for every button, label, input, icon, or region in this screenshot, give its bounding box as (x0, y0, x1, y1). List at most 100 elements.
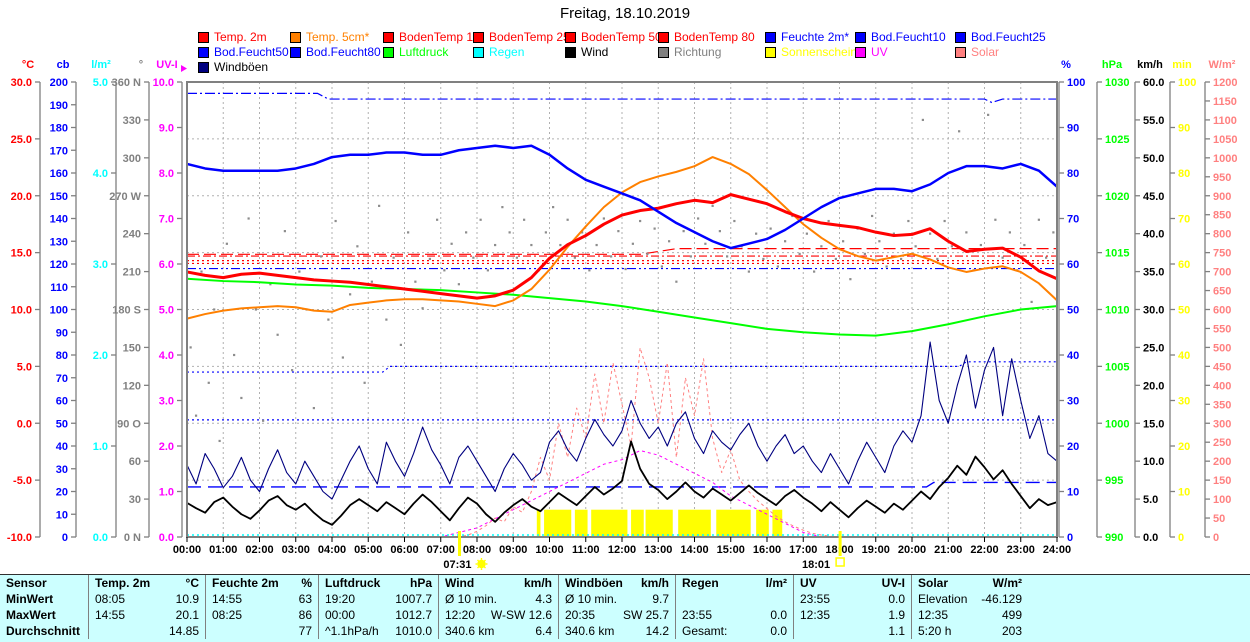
direction-dot (784, 240, 787, 243)
axis-tick-label: 1030 (1105, 77, 1129, 89)
direction-dot (871, 214, 874, 218)
direction-dot (269, 283, 272, 286)
axis-tick-label: 30 (129, 494, 141, 506)
direction-dot (1023, 243, 1026, 247)
direction-dot (1037, 218, 1040, 221)
table-cell-temp-2m-maxwert: 14:55 20.1 (88, 607, 205, 623)
axis-unit-label: cb (57, 59, 70, 71)
legend-label: BodenTemp 25 (489, 30, 570, 44)
direction-dot (566, 218, 569, 221)
direction-dot (421, 307, 424, 310)
direction-dot (1045, 256, 1048, 259)
axis-tick-label: 0 (1178, 532, 1184, 544)
legend-label: Solar (971, 45, 1000, 59)
direction-dot (965, 231, 968, 234)
x-tick-label: 22:00 (970, 544, 998, 556)
sunshine-bar (645, 509, 673, 537)
axis-tick-label: 30 (1067, 396, 1079, 408)
x-tick-label: 12:00 (608, 544, 636, 556)
legend-swatch-icon (855, 46, 866, 58)
cell-value: W/m² (992, 576, 1022, 590)
x-tick-label: 15:00 (717, 544, 745, 556)
direction-dot (486, 269, 489, 272)
axis-tick-label: 550 (1213, 323, 1231, 335)
axis-min: 0 10 20 30 40 50 60 70 80 90 100 min (1169, 59, 1196, 544)
axis-tick-label: 5.0 (159, 305, 174, 317)
axis-tick-label: 20.0 (11, 191, 32, 203)
axis-tick-label: 1000 (1213, 153, 1237, 165)
direction-dot (573, 256, 576, 259)
table-cell-uv-durchschnitt: 1.1 (793, 623, 911, 639)
direction-dot (327, 318, 330, 321)
direction-dot (762, 257, 765, 261)
cell-text: Temp. 2m (95, 576, 151, 590)
legend-swatch-icon (198, 61, 209, 73)
axis-tick-label: 170 (50, 145, 68, 157)
direction-dot (385, 318, 388, 321)
axis-tick-label: 180 (50, 123, 68, 135)
cell-text: 14:55 (212, 592, 243, 606)
legend-swatch-icon (383, 46, 394, 58)
direction-dot (668, 240, 671, 243)
table-cell-windb-en-maxwert: 20:35 SW 25.7 (558, 607, 675, 623)
axis-tick-label: 25.0 (11, 134, 32, 146)
ref-line-wind-mittel (187, 481, 1057, 488)
cell-text: 00:00 (325, 608, 356, 622)
series-feuchte-2m (186, 144, 1058, 250)
direction-dot (660, 265, 663, 268)
axis-tick-label: 950 (1213, 172, 1231, 184)
axis-tick-label: 1.0 (159, 487, 174, 499)
axis-tick-label: 0 (62, 532, 68, 544)
direction-dot (769, 227, 772, 230)
sunshine-bar (544, 509, 572, 537)
axis-tick-label: 1010 (1105, 305, 1129, 317)
x-tick-label: 13:00 (644, 544, 672, 556)
axis-tick-label: 60 (56, 396, 68, 408)
axis-tick-label: 270 W (109, 191, 141, 203)
axis-tick-label: 55.0 (1143, 115, 1164, 127)
direction-dot (842, 240, 845, 243)
axis-tick-label: 50.0 (1143, 153, 1164, 165)
cell-text: Regen (682, 576, 719, 590)
x-tick-label: 17:00 (789, 544, 817, 556)
axis-tick-label: 1100 (1213, 115, 1237, 127)
axis-tick-label: 70 (56, 373, 68, 385)
direction-dot (233, 353, 236, 357)
axis-tick-label: 80 (1178, 168, 1190, 180)
legend-item-richtung: Richtung (658, 45, 721, 59)
axis-unit-label: % (1061, 59, 1071, 71)
legend-item-regen: Regen (473, 45, 524, 59)
legend-swatch-icon (198, 46, 209, 58)
direction-dot (624, 267, 627, 271)
direction-dot (428, 257, 431, 261)
table-row-label: Durchschnitt (6, 624, 81, 638)
cell-text: 5:20 h (918, 624, 952, 638)
axis-tick-label: 30.0 (1143, 305, 1164, 317)
axis-tick-label: 330 (123, 115, 141, 127)
x-tick-label: 23:00 (1007, 544, 1035, 556)
cell-value: 1007.7 (395, 592, 432, 606)
cell-value: 6.4 (535, 624, 552, 638)
axis-tick-label: 90 (1178, 123, 1190, 135)
axis-tick-label: 2.0 (159, 441, 174, 453)
sunset-tick (838, 531, 842, 556)
axis-tick-label: 150 (123, 342, 141, 354)
cell-value: 1.1 (888, 624, 905, 638)
direction-dot (697, 217, 700, 220)
sun-core (477, 559, 486, 569)
direction-dot (407, 231, 410, 234)
table-cell-regen-maxwert: 23:55 0.0 (675, 607, 793, 623)
axis-tick-label: 1150 (1213, 96, 1237, 108)
cell-value: °C (185, 576, 199, 590)
direction-dot (639, 219, 642, 223)
cell-value: 1.9 (888, 608, 905, 622)
cell-value: SW 25.7 (622, 608, 669, 622)
direction-dot (610, 255, 613, 258)
axis-tick-label: 50 (1178, 305, 1190, 317)
axis-tick-label: 30.0 (11, 77, 32, 89)
cell-text: 340.6 km (445, 624, 495, 638)
axis-tick-label: 35.0 (1143, 267, 1164, 279)
table-cell-luftdruck-minwert: 19:20 1007.7 (318, 591, 438, 607)
ref-line-bodfeucht-10 (187, 92, 1057, 104)
axis-tick-label: 40.0 (1143, 229, 1164, 241)
